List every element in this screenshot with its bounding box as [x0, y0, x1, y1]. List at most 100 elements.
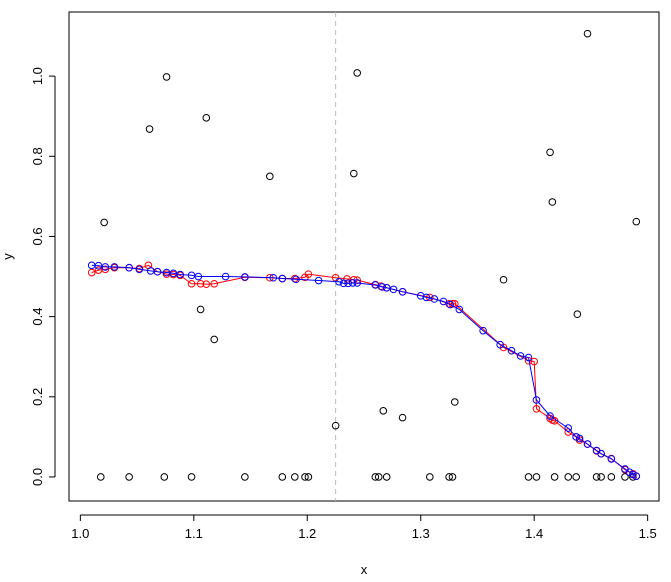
- y-tick-label: 0.0: [30, 468, 45, 486]
- data-point: [546, 148, 554, 157]
- y-tick-label: 0.2: [30, 388, 45, 406]
- data-point: [532, 473, 541, 481]
- data-point: [145, 125, 154, 133]
- data-point: [448, 473, 457, 481]
- data-point: [524, 353, 533, 362]
- data-point: [110, 263, 119, 271]
- data-point: [445, 473, 453, 481]
- data-point: [379, 407, 388, 415]
- data-point: [101, 265, 110, 274]
- plot-frame: [68, 11, 660, 502]
- data-point: [575, 434, 584, 443]
- data-point: [597, 473, 605, 481]
- data-point: [439, 297, 448, 306]
- data-point: [304, 270, 313, 278]
- data-point: [446, 300, 455, 309]
- data-point: [353, 69, 361, 77]
- data-point: [331, 421, 340, 430]
- x-tick-label: 1.1: [185, 526, 203, 541]
- x-tick-label: 1.0: [71, 526, 89, 541]
- series-2: [87, 261, 641, 480]
- data-point: [496, 340, 504, 349]
- data-point: [349, 169, 358, 178]
- data-point: [426, 473, 434, 481]
- data-point: [592, 473, 601, 481]
- data-point: [524, 473, 533, 481]
- data-point: [304, 473, 313, 481]
- data-point: [160, 473, 169, 481]
- data-point: [125, 263, 133, 272]
- data-point: [194, 272, 203, 281]
- data-point: [101, 263, 110, 271]
- data-point: [389, 285, 398, 294]
- data-point: [87, 268, 96, 277]
- data-point: [210, 335, 219, 344]
- data-point: [374, 473, 383, 481]
- data-point: [564, 424, 573, 432]
- data-point: [266, 172, 274, 181]
- x-tick-label: 1.5: [639, 526, 657, 541]
- x-tick-label: 1.3: [412, 526, 430, 541]
- y-tick-label: 1.0: [30, 67, 45, 85]
- data-point: [202, 280, 211, 288]
- x-tick-label: 1.2: [298, 526, 316, 541]
- x-axis: 1.0 1.1 1.2 1.3 1.4 1.5: [71, 514, 657, 541]
- data-point: [499, 275, 508, 284]
- data-point: [187, 279, 196, 288]
- data-point: [548, 198, 557, 206]
- y-tick-label: 0.8: [30, 147, 45, 165]
- y-tick-label: 0.6: [30, 227, 45, 245]
- data-point: [572, 433, 580, 441]
- data-point: [196, 279, 205, 288]
- data-point: [314, 276, 323, 285]
- x-tick-label: 1.4: [525, 526, 543, 541]
- data-point: [479, 326, 487, 335]
- data-point: [353, 279, 361, 287]
- data-point: [221, 272, 230, 281]
- y-axis-title: y: [0, 253, 15, 260]
- data-point: [162, 73, 171, 81]
- data-point: [398, 413, 407, 422]
- data-point: [430, 295, 439, 303]
- data-point: [125, 473, 133, 481]
- data-point: [607, 473, 616, 481]
- data-point: [290, 473, 299, 481]
- data-point: [371, 281, 380, 289]
- data-point: [348, 279, 357, 287]
- data-point: [550, 473, 559, 481]
- data-point: [278, 473, 287, 481]
- data-point: [597, 449, 605, 458]
- data-point: [450, 398, 459, 406]
- data-point: [583, 440, 592, 448]
- data-point: [269, 273, 278, 282]
- data-point: [621, 473, 629, 481]
- data-point: [629, 470, 637, 479]
- data-point: [371, 473, 380, 481]
- data-point: [202, 114, 211, 122]
- data-point: [241, 473, 249, 481]
- series-0: [96, 29, 641, 481]
- series-1: [87, 261, 641, 480]
- data-point: [135, 265, 144, 274]
- data-point: [516, 352, 525, 360]
- data-point: [416, 291, 425, 300]
- data-point: [153, 267, 162, 276]
- data-point: [573, 310, 582, 319]
- data-point: [339, 279, 348, 288]
- data-point: [96, 473, 105, 481]
- y-tick-label: 0.4: [30, 308, 45, 326]
- data-point: [100, 218, 108, 227]
- series-line: [91, 264, 637, 477]
- data-point: [187, 473, 196, 481]
- data-point: [196, 305, 205, 314]
- y-axis: 0.0 0.2 0.4 0.6 0.8 1.0: [30, 67, 56, 486]
- data-point: [532, 396, 541, 404]
- data-point: [607, 455, 616, 463]
- data-point: [176, 270, 184, 279]
- data-point: [292, 275, 300, 284]
- data-point: [335, 277, 343, 286]
- data-point: [564, 473, 573, 481]
- data-point: [632, 472, 641, 480]
- data-point: [278, 274, 287, 283]
